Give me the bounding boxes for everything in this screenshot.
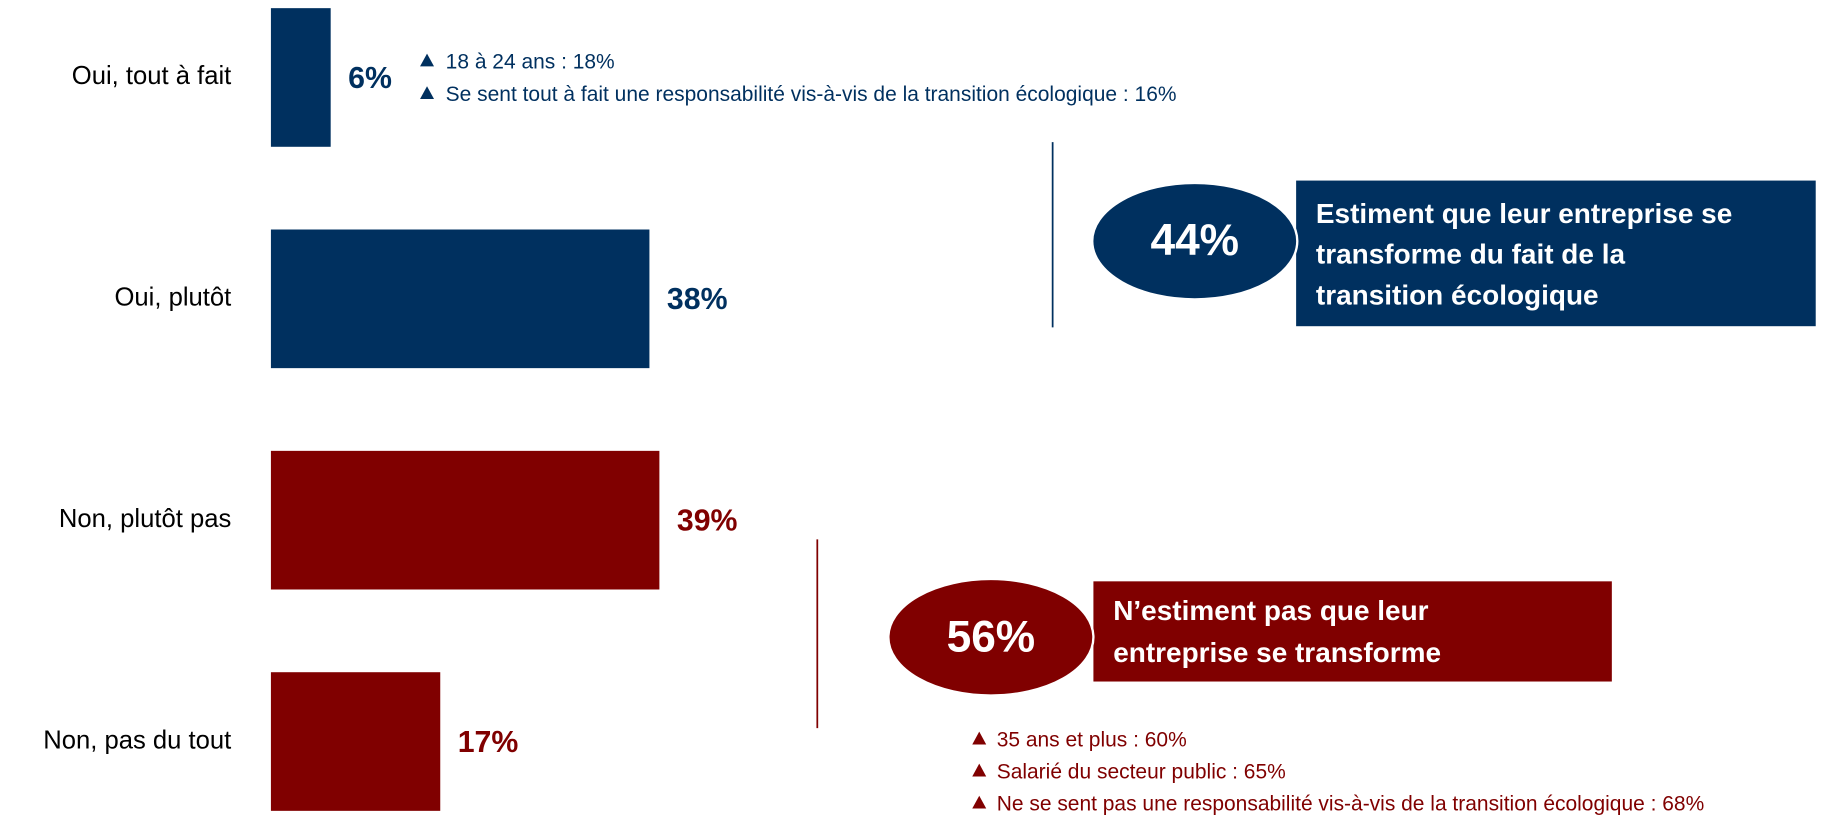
summary-note: Ne se sent pas une responsabilité vis-à-…: [997, 793, 1705, 816]
category-label: Oui, tout à fait: [72, 62, 232, 90]
bullet-triangle: [972, 731, 987, 745]
summary-box: [1296, 180, 1816, 327]
bar-note: Se sent tout à fait une responsabilité v…: [446, 83, 1177, 106]
category-label: Oui, plutôt: [114, 284, 231, 312]
bullet-triangle: [972, 795, 987, 809]
summary-ellipse: [887, 577, 1095, 697]
bullet-triangle: [420, 86, 435, 100]
summary-note: Salarié du secteur public : 65%: [997, 761, 1286, 784]
bullet-triangle: [420, 53, 435, 67]
value-label: 38%: [667, 283, 728, 316]
summary-text: N’estiment pas que leur: [1113, 595, 1428, 626]
summary-text: transition écologique: [1316, 279, 1599, 310]
value-label: 39%: [677, 505, 738, 538]
value-label: 17%: [458, 726, 519, 759]
summary-text: entreprise se transforme: [1113, 637, 1441, 668]
summary-box: [1093, 581, 1612, 682]
bar: [270, 450, 660, 590]
value-label: 6%: [348, 62, 392, 95]
category-label: Non, plutôt pas: [59, 505, 231, 533]
bar: [270, 229, 650, 369]
summary-note: 35 ans et plus : 60%: [997, 728, 1187, 751]
bar: [270, 672, 441, 811]
summary-text: transforme du fait de la: [1316, 239, 1626, 270]
category-label: Non, pas du tout: [43, 726, 231, 754]
bullet-triangle: [972, 763, 987, 777]
summary-value: 44%: [1150, 216, 1239, 265]
bar: [270, 8, 331, 147]
summary-value: 56%: [947, 612, 1036, 661]
bar-note: 18 à 24 ans : 18%: [446, 50, 615, 73]
summary-text: Estiment que leur entreprise se: [1316, 198, 1732, 229]
summary-ellipse: [1091, 181, 1299, 301]
